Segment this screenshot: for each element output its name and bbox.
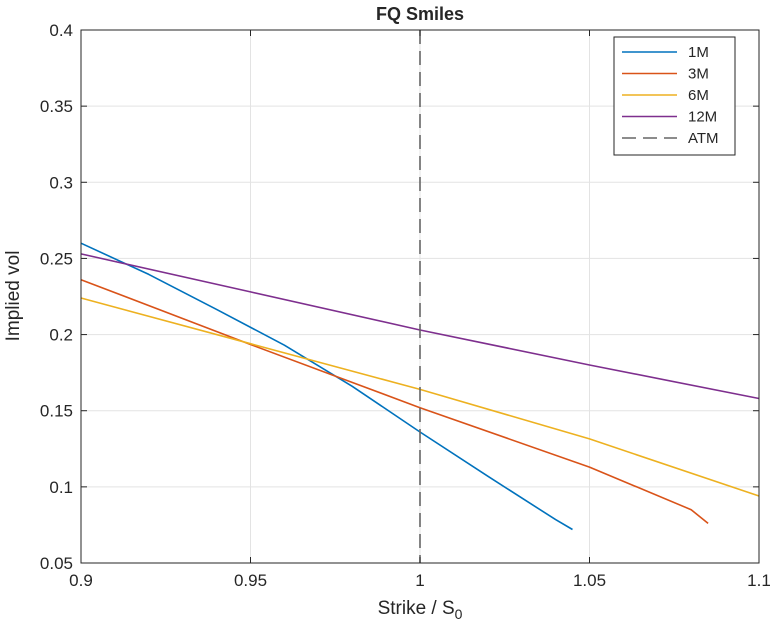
y-tick-label: 0.1 — [49, 478, 73, 497]
x-axis-title-subscript: 0 — [455, 606, 463, 622]
x-axis-title-text: Strike / S — [378, 598, 455, 619]
x-tick-label: 1.05 — [573, 571, 606, 590]
y-axis-title: Implied vol — [3, 251, 24, 342]
y-tick-label: 0.35 — [40, 97, 73, 116]
y-tick-label: 0.05 — [40, 554, 73, 573]
series-line-3m — [80, 278, 709, 525]
legend-label-12m: 12M — [688, 109, 717, 126]
y-tick-label: 0.3 — [49, 173, 73, 192]
x-tick-label: 1 — [415, 571, 424, 590]
axis-ticks: 0.9 0.95 1 1.05 1.1 0.05 0.1 0.15 0.2 0.25 0.3 0.35… — [40, 21, 771, 590]
legend-label-1m: 1M — [688, 44, 709, 61]
series-line-1m — [80, 242, 573, 531]
legend-items: 1M 3M 6M 12M ATM — [622, 44, 719, 147]
legend: 1M 3M 6M 12M ATM — [613, 36, 736, 156]
legend-label-3m: 3M — [688, 66, 709, 83]
legend-label-atm: ATM — [688, 130, 719, 147]
y-tick-label: 0.2 — [49, 326, 73, 345]
x-tick-label: 0.9 — [69, 571, 93, 590]
y-tick-label: 0.15 — [40, 402, 73, 421]
y-tick-label: 0.25 — [40, 249, 73, 268]
y-tick-label: 0.4 — [49, 21, 73, 40]
x-tick-label: 1.1 — [747, 571, 771, 590]
x-axis-title: Strike / S0 — [378, 598, 463, 622]
chart-title: FQ Smiles — [376, 4, 464, 24]
legend-label-6m: 6M — [688, 87, 709, 104]
x-tick-label: 0.95 — [234, 571, 267, 590]
legend-box — [613, 36, 736, 156]
